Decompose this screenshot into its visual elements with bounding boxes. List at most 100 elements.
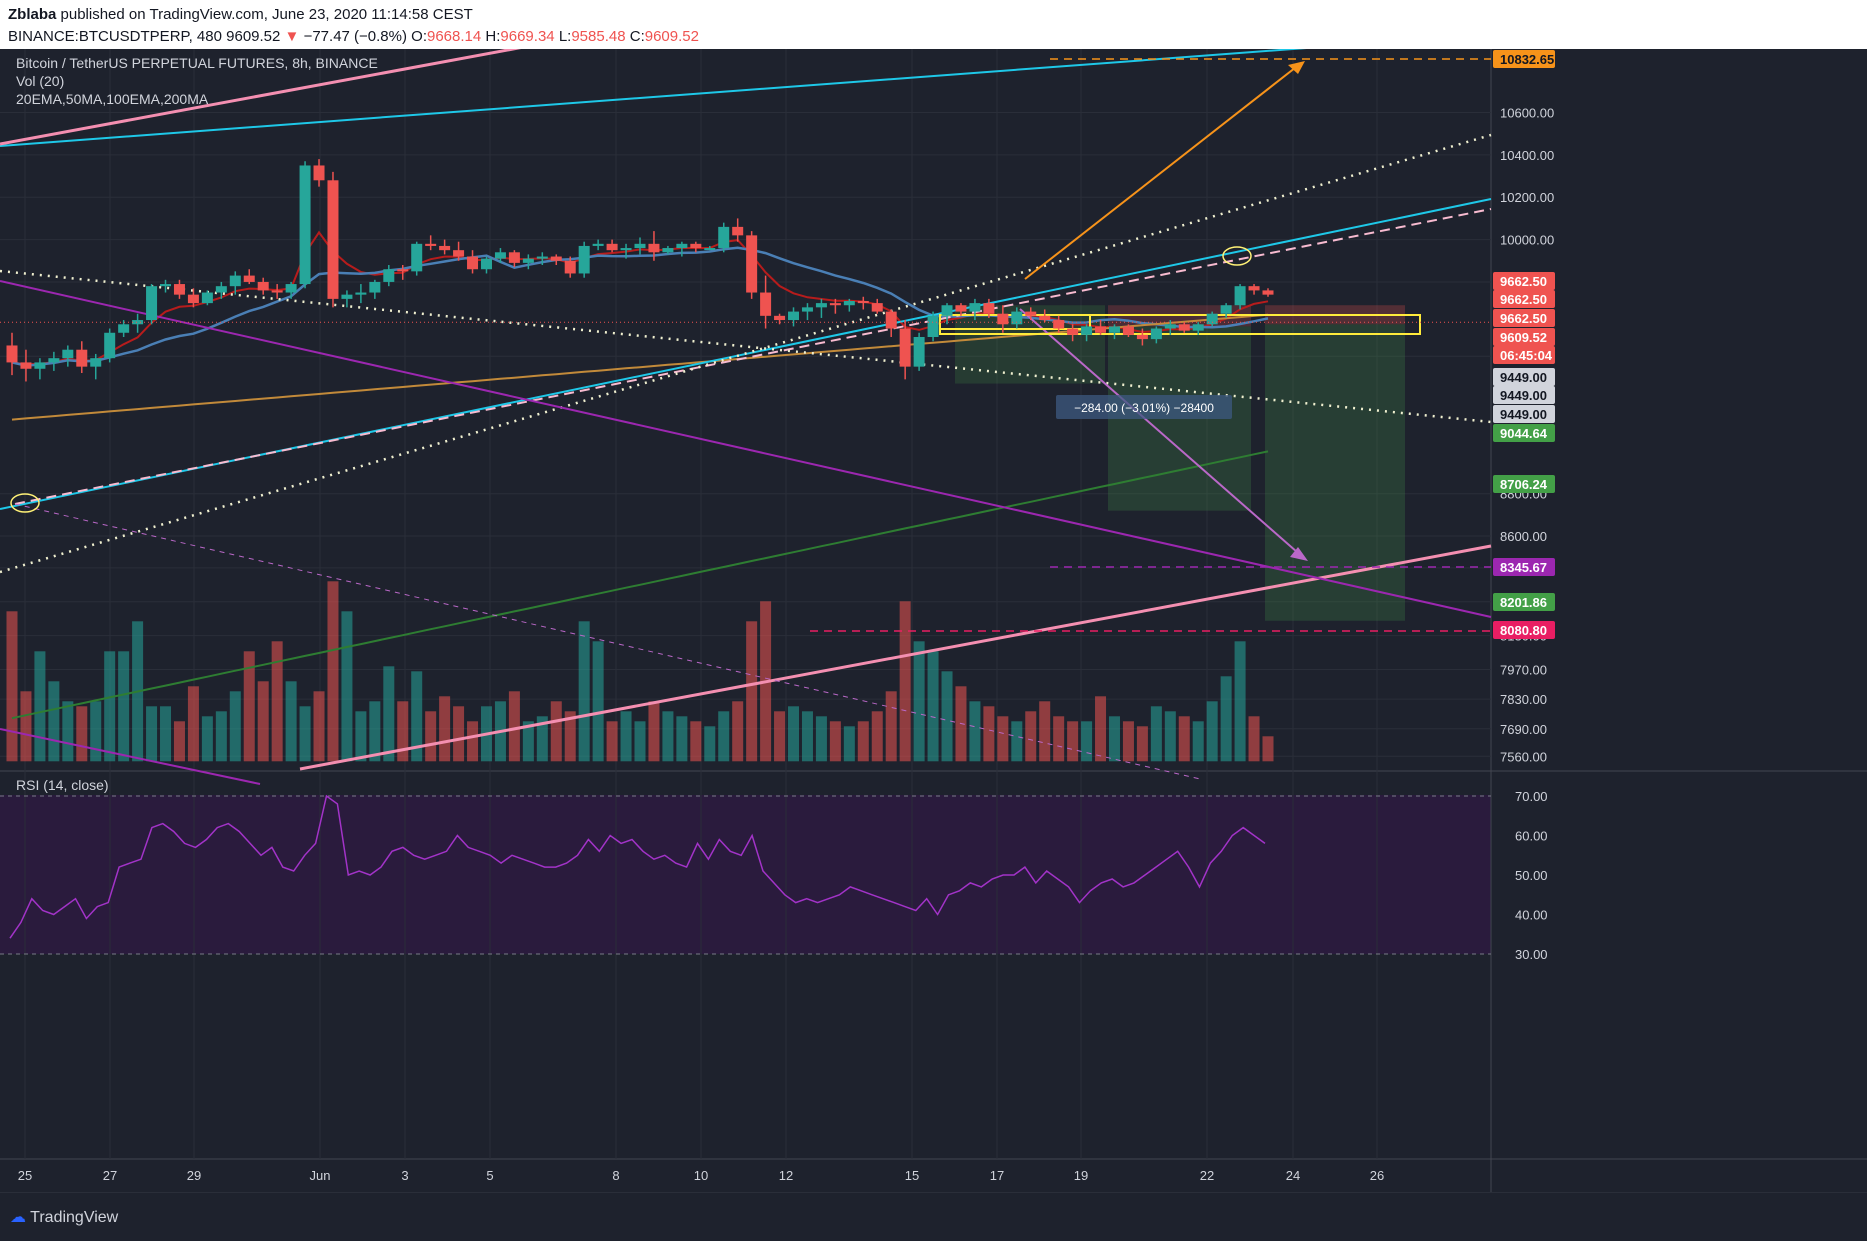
candle-body xyxy=(774,315,786,321)
time-tick-label: 5 xyxy=(486,1168,493,1183)
candle-body xyxy=(76,349,88,367)
price-tick-label: 10000.00 xyxy=(1500,233,1554,248)
volume-bar xyxy=(187,686,199,762)
candle-body xyxy=(160,284,172,287)
volume-bar xyxy=(1095,696,1107,762)
rsi-tick-label: 70.00 xyxy=(1515,789,1548,804)
volume-bar xyxy=(857,721,869,762)
measure-label-text: −284.00 (−3.01%) −28400 xyxy=(1074,401,1214,415)
candle-body xyxy=(1150,328,1162,340)
candle-body xyxy=(1025,311,1037,316)
candle-body xyxy=(788,311,800,321)
legend-moving-averages: 20EMA,50MA,100EMA,200MA xyxy=(16,91,209,107)
volume-bar xyxy=(6,611,18,762)
candle-body xyxy=(257,281,269,291)
volume-bar xyxy=(704,726,716,762)
close-value: 9609.52 xyxy=(644,28,699,45)
price-axis-tag xyxy=(1493,621,1555,639)
price-axis-tag-text: 8345.67 xyxy=(1500,560,1547,575)
volume-bar xyxy=(453,706,465,762)
volume-bar xyxy=(383,666,395,762)
volume-bar xyxy=(285,681,297,762)
price-axis-tag xyxy=(1493,558,1555,576)
symbol-line: BINANCE:BTCUSDTPERP, 480 9609.52 ▼ −77.4… xyxy=(8,28,699,45)
volume-bar xyxy=(1220,676,1232,762)
purple-arrow-head xyxy=(1290,547,1308,561)
candle-body xyxy=(467,256,479,270)
rsi-tick-label: 40.00 xyxy=(1515,908,1548,923)
candle-body xyxy=(327,180,339,299)
price-tick-label: 10400.00 xyxy=(1500,148,1554,163)
chart-background xyxy=(0,49,1867,1192)
candle-body xyxy=(550,256,562,261)
price-axis-tag xyxy=(1493,309,1555,327)
change-arrow-icon: ▼ xyxy=(284,28,300,45)
candle-body xyxy=(969,303,981,312)
candle-body xyxy=(1234,286,1246,306)
ma200-line xyxy=(11,450,1269,720)
time-tick-label: 25 xyxy=(18,1168,32,1183)
volume-bar xyxy=(1248,716,1260,762)
candle-body xyxy=(746,235,758,293)
candle-body xyxy=(285,284,297,293)
orange-arrow-head xyxy=(1288,61,1305,74)
volume-bar xyxy=(243,651,255,762)
low-value: 9585.48 xyxy=(571,28,626,45)
candle-body xyxy=(1136,334,1148,340)
volume-bar xyxy=(48,681,60,762)
purple-line-upper xyxy=(0,280,1492,618)
price-tick-label: 8600.00 xyxy=(1500,529,1547,544)
rsi-tick-label: 50.00 xyxy=(1515,868,1548,883)
candle-body xyxy=(355,292,367,295)
price-axis-tag xyxy=(1493,50,1555,68)
volume-bar xyxy=(578,621,590,762)
candle-body xyxy=(48,358,60,363)
candle-body xyxy=(913,337,925,367)
rsi-tick-label: 30.00 xyxy=(1515,947,1548,962)
volume-bar xyxy=(997,716,1009,762)
time-tick-label: 10 xyxy=(694,1168,708,1183)
candle-body xyxy=(215,286,227,293)
price-axis-tag xyxy=(1493,328,1555,346)
last-price: 9609.52 xyxy=(226,28,281,45)
candle-body xyxy=(480,258,492,270)
publisher-name[interactable]: Zblaba xyxy=(8,6,57,23)
price-tick-label: 10200.00 xyxy=(1500,190,1554,205)
candle-body xyxy=(1039,315,1051,321)
brand-text: TradingView xyxy=(30,1209,119,1226)
published-text: published on TradingView.com, June 23, 2… xyxy=(60,6,473,23)
volume-bar xyxy=(788,706,800,762)
candle-body xyxy=(1067,328,1079,335)
volume-bar xyxy=(411,671,423,762)
pink-lower-line xyxy=(299,544,1492,771)
volume-bar xyxy=(1011,721,1023,762)
volume-bar xyxy=(257,681,269,762)
volume-bar xyxy=(690,721,702,762)
candle-body xyxy=(815,303,827,308)
candle-body xyxy=(1164,324,1176,329)
volume-bar xyxy=(969,701,981,762)
volume-bar xyxy=(20,691,32,762)
candle-body xyxy=(885,311,897,329)
volume-bar xyxy=(62,701,74,762)
candle-body xyxy=(732,226,744,236)
volume-bar xyxy=(369,701,381,762)
candle-body xyxy=(104,332,116,359)
chart-canvas[interactable]: −284.00 (−3.01%) −28400 Bitcoin / TetherU… xyxy=(0,49,1867,1192)
chart-area[interactable]: −284.00 (−3.01%) −28400 Bitcoin / TetherU… xyxy=(0,49,1867,1192)
volume-bar xyxy=(732,701,744,762)
volume-bar xyxy=(1136,726,1148,762)
time-tick-label: 22 xyxy=(1200,1168,1214,1183)
price-axis-tag-text: 8706.24 xyxy=(1500,477,1548,492)
volume-bar xyxy=(1067,721,1079,762)
channel-top-line xyxy=(0,49,1307,147)
close-label: C: xyxy=(629,28,645,45)
volume-bar xyxy=(634,721,646,762)
measure-label-bg xyxy=(1056,395,1232,419)
candle-body xyxy=(801,307,813,312)
candle-body xyxy=(564,260,576,274)
volume-bar xyxy=(606,721,618,762)
volume-bar xyxy=(913,641,925,762)
tradingview-logo[interactable]: ☁ TradingView xyxy=(10,1207,118,1227)
candle-body xyxy=(173,284,185,295)
